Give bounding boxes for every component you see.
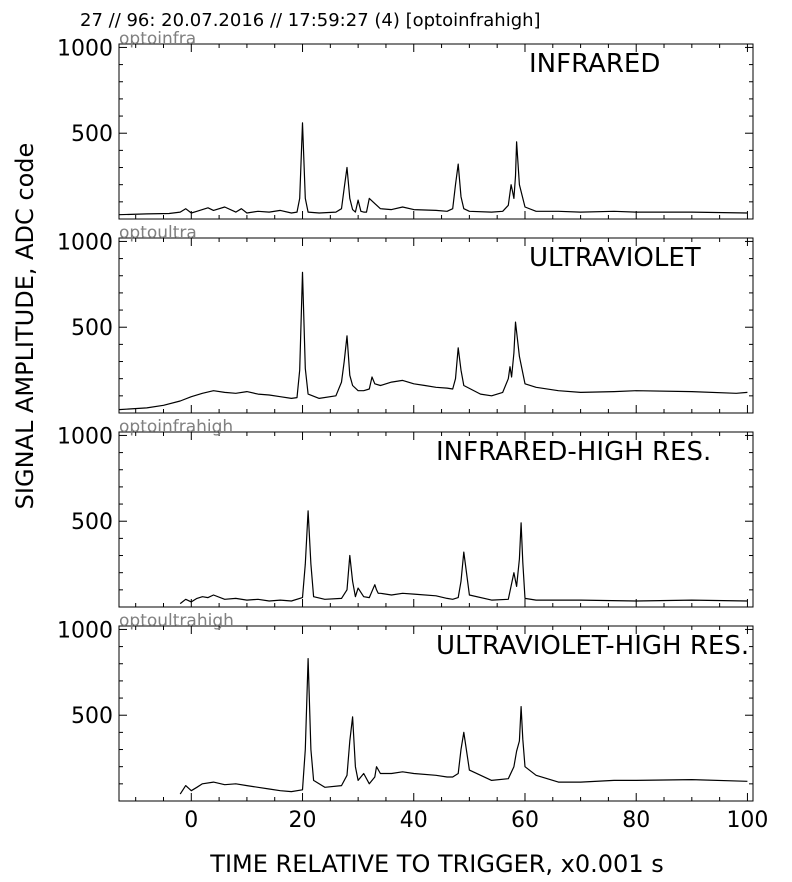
panel: 500 1000 optoinfrahigh INFRARED-HIGH RES.	[57, 417, 754, 608]
panel-title: INFRARED	[529, 49, 660, 79]
panel-title: ULTRAVIOLET-HIGH RES.	[436, 631, 749, 661]
y-tick-label: 500	[71, 122, 113, 147]
series-line	[118, 271, 748, 411]
series-line	[179, 657, 748, 795]
x-tick-label: 80	[622, 808, 650, 833]
panel: 500 1000 0 20 40 60 80 100 optoultrahigh ULTRAVIO…	[57, 611, 768, 833]
plot-frame	[118, 625, 754, 802]
y-tick-label: 1000	[57, 618, 113, 643]
x-tick-label: 0	[184, 808, 198, 833]
panel-title: ULTRAVIOLET	[529, 243, 701, 273]
panel-title: INFRARED-HIGH RES.	[436, 437, 711, 467]
y-tick-label: 500	[71, 704, 113, 729]
panel-tag: optoinfra	[119, 29, 196, 49]
y-tick-label: 1000	[57, 424, 113, 449]
y-tick-label: 500	[71, 316, 113, 341]
series-line	[179, 510, 748, 605]
panel-tag: optoultra	[119, 223, 197, 243]
panel: 500 1000 optoultra ULTRAVIOLET	[57, 223, 754, 414]
x-tick-label: 100	[726, 808, 768, 833]
x-tick-label: 60	[511, 808, 539, 833]
plot-frame	[118, 237, 754, 414]
panel: 500 1000 optoinfra INFRARED	[57, 29, 754, 220]
y-axis-label: SIGNAL AMPLITUDE, ADC code	[11, 143, 39, 510]
panel-tag: optoultrahigh	[119, 611, 234, 631]
x-axis-label: TIME RELATIVE TO TRIGGER, x0.001 s	[209, 850, 663, 878]
x-tick-label: 40	[400, 808, 428, 833]
x-tick-label: 20	[289, 808, 317, 833]
y-tick-label: 1000	[57, 36, 113, 61]
y-tick-label: 1000	[57, 230, 113, 255]
plot-frame	[118, 43, 754, 220]
series-line	[118, 122, 748, 216]
panel-tag: optoinfrahigh	[119, 417, 233, 437]
figure-header: 27 // 96: 20.07.2016 // 17:59:27 (4) [op…	[80, 10, 541, 31]
plot-frame	[118, 431, 754, 608]
y-tick-label: 500	[71, 510, 113, 535]
